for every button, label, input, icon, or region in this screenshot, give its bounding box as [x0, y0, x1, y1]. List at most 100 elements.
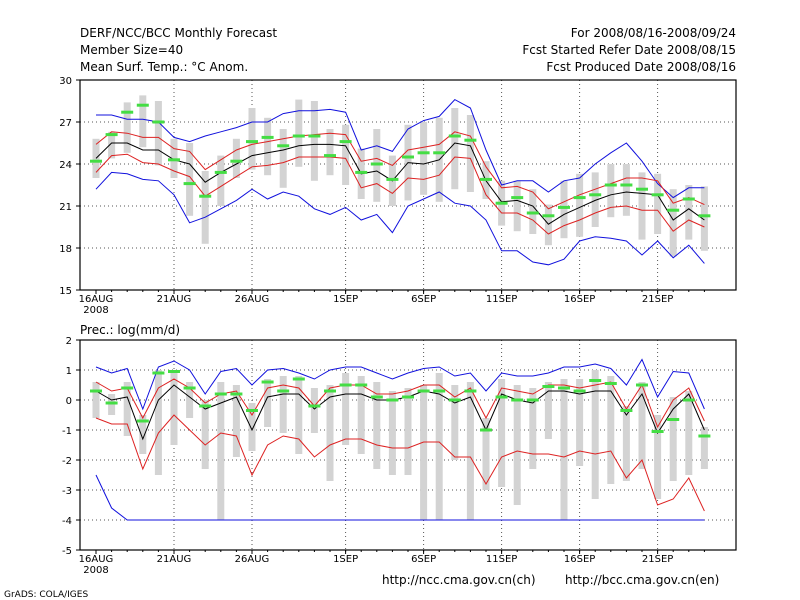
median-marker — [355, 383, 368, 387]
grads-credit: GrADS: COLA/IGES — [4, 590, 88, 600]
quartile-box — [310, 101, 318, 181]
quartile-box — [310, 388, 318, 433]
quartile-box — [576, 379, 584, 466]
median-marker — [261, 380, 274, 384]
median-marker — [152, 120, 165, 124]
x-tick-label: 1SEP — [333, 554, 358, 565]
quartile-box — [248, 108, 256, 170]
median-marker — [682, 197, 695, 201]
quartile-box — [420, 122, 428, 195]
median-marker — [183, 182, 196, 186]
ensemble-min-line — [96, 98, 705, 199]
precip-title: Prec.: log(mm/d) — [80, 323, 180, 337]
median-marker — [355, 170, 368, 174]
quartile-box — [295, 376, 303, 454]
quartile-box — [654, 415, 662, 499]
median-marker — [433, 151, 446, 155]
quartile-box — [108, 131, 116, 159]
quartile-box — [451, 108, 459, 190]
median-marker — [277, 144, 290, 148]
median-marker — [480, 428, 492, 432]
produced-date: Fcst Produced Date 2008/08/16 — [546, 60, 736, 74]
median-marker — [651, 193, 664, 197]
quartile-box — [482, 418, 490, 490]
median-marker — [308, 134, 321, 138]
median-marker — [480, 177, 492, 181]
median-marker — [230, 159, 243, 163]
ensemble-mean-line — [95, 384, 705, 441]
median-marker — [573, 196, 586, 200]
quartile-box — [264, 379, 272, 427]
quartile-box — [123, 382, 131, 436]
ensemble-mean-line — [95, 142, 705, 225]
quartile-box — [591, 370, 599, 499]
median-marker — [370, 395, 383, 399]
quartile-box — [498, 379, 506, 487]
median-marker — [324, 389, 336, 393]
median-marker — [230, 392, 243, 396]
median-marker — [417, 151, 430, 155]
plot-frame — [79, 339, 737, 551]
quartile-box — [654, 173, 662, 234]
median-marker — [199, 194, 212, 198]
quartile-box — [248, 403, 256, 451]
quartile-box — [685, 185, 693, 240]
quartile-box — [669, 189, 677, 257]
median-marker — [682, 398, 695, 402]
y-tick-label: 24 — [59, 160, 72, 171]
quartile-box — [700, 186, 708, 251]
median-marker — [292, 134, 305, 138]
y-tick-label: 18 — [59, 244, 72, 255]
quartile-box — [154, 370, 162, 475]
y-tick-label: -1 — [62, 426, 72, 437]
url-english-link[interactable]: http://bcc.cma.gov.cn(en) — [565, 573, 719, 587]
quartile-box — [279, 376, 287, 433]
quartile-box — [513, 385, 521, 505]
quartile-box — [544, 382, 552, 439]
x-tick-label: 21SEP — [642, 294, 673, 305]
quartile-box — [435, 373, 443, 520]
x-tick-label: 11SEP — [486, 294, 517, 305]
quartile-box — [201, 171, 209, 244]
quartile-box — [154, 101, 162, 166]
quartile-box — [388, 391, 396, 475]
quartile-box — [404, 388, 412, 475]
quartile-box — [92, 382, 100, 418]
median-marker — [573, 389, 586, 393]
y-tick-label: 15 — [59, 286, 72, 297]
quartile-box — [326, 129, 334, 176]
quartile-box — [170, 370, 178, 445]
quartile-box — [700, 427, 708, 469]
median-marker — [464, 389, 477, 393]
member-size: Member Size=40 — [80, 43, 183, 57]
quartile-box — [591, 172, 599, 227]
forecast-period: For 2008/08/16-2008/09/24 — [571, 26, 736, 40]
x-tick-label: 6SEP — [411, 554, 436, 565]
quartile-box — [451, 385, 459, 460]
median-marker — [448, 134, 461, 138]
quartile-box — [466, 115, 474, 192]
x-tick-label: 16SEP — [564, 294, 595, 305]
x-tick-label: 26AUG — [235, 554, 270, 565]
quartile-box — [295, 99, 303, 167]
started-date: Fcst Started Refer Date 2008/08/15 — [522, 43, 736, 57]
url-chinese-link[interactable]: http://ncc.cma.gov.cn(ch) — [382, 573, 536, 587]
median-marker — [183, 386, 196, 390]
quartile-box — [373, 382, 381, 469]
x-tick-sublabel: 2008 — [83, 565, 108, 576]
mean-minus-sd-line — [95, 153, 705, 235]
median-marker — [121, 386, 134, 390]
y-tick-label: 1 — [66, 366, 72, 377]
quartile-box — [607, 376, 615, 484]
median-marker — [136, 419, 149, 423]
quartile-box — [342, 373, 350, 445]
quartile-box — [186, 143, 194, 216]
median-marker — [214, 170, 227, 174]
quartile-box — [622, 164, 630, 216]
median-marker — [261, 135, 274, 139]
chart-title: DERF/NCC/BCC Monthly Forecast — [80, 26, 277, 40]
median-marker — [308, 404, 321, 408]
